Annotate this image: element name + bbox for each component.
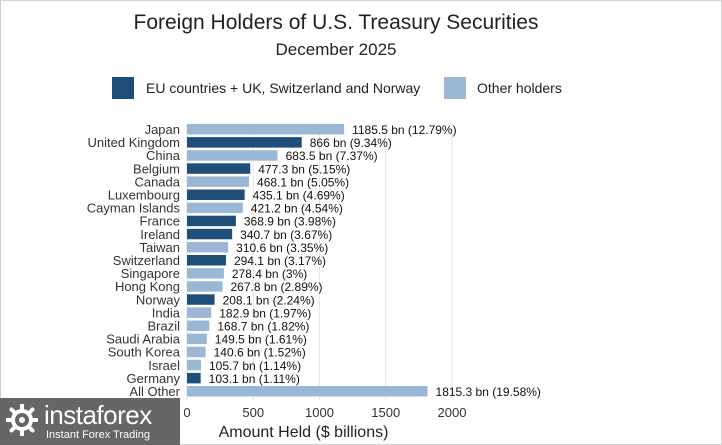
category-label-india: India [152,305,181,320]
value-label-all-other: 1815.3 bn (19.58%) [436,385,541,399]
bar-germany [187,372,201,384]
category-label-taiwan: Taiwan [140,240,180,255]
value-label-luxembourg: 435.1 bn (4.69%) [253,189,345,203]
value-label-taiwan: 310.6 bn (3.35%) [236,241,328,255]
category-label-south-korea: South Korea [108,345,181,360]
category-label-israel: Israel [148,358,180,373]
instaforex-logo-icon [6,404,38,436]
value-label-switzerland: 294.1 bn (3.17%) [234,254,326,268]
value-label-united-kingdom: 866 bn (9.34%) [310,136,392,150]
value-label-india: 182.9 bn (1.97%) [219,306,311,320]
bar-cayman-islands [187,202,243,214]
value-label-brazil: 168.7 bn (1.82%) [217,320,309,334]
bar-hong-kong [187,281,223,292]
bar-brazil [187,320,210,331]
legend-label-other: Other holders [477,80,562,96]
bar-all-other [187,386,428,397]
value-label-japan: 1185.5 bn (12.79%) [352,123,457,137]
category-label-france: France [140,214,180,229]
x-axis-ticks: 0 500 1000 1500 2000 [183,405,466,420]
bar-canada [187,176,250,187]
bar-belgium [187,163,251,174]
category-label-norway: Norway [136,292,181,307]
chart-subtitle: December 2025 [275,40,397,59]
bar-india [187,307,212,318]
value-labels: 1185.5 bn (12.79%)866 bn (9.34%)683.5 bn… [209,123,541,399]
x-tick-0: 0 [183,405,190,420]
bar-japan [187,124,345,135]
x-axis-title: Amount Held ($ billions) [219,424,389,441]
category-label-belgium: Belgium [133,161,180,176]
legend-swatch-other [444,77,466,99]
bar-ireland [187,228,233,240]
bar-switzerland [187,255,226,266]
watermark-tagline: Instant Forex Trading [46,429,150,441]
value-label-israel: 105.7 bn (1.14%) [209,359,301,373]
bar-israel [187,359,202,371]
legend-label-eu: EU countries + UK, Switzerland and Norwa… [146,80,421,96]
value-label-ireland: 340.7 bn (3.67%) [240,228,332,242]
bar-united-kingdom [187,137,302,148]
category-label-germany: Germany [127,371,181,386]
category-label-japan: Japan [145,122,180,137]
x-tick-1000: 1000 [305,405,334,420]
bar-france [187,215,236,227]
category-label-cayman-islands: Cayman Islands [87,201,181,216]
bar-taiwan [187,241,229,253]
category-label-saudi-arabia: Saudi Arabia [106,332,180,347]
value-label-hong-kong: 267.8 bn (2.89%) [230,280,322,294]
instaforex-watermark: instaforex Instant Forex Trading [0,398,180,445]
watermark-brand: instaforex [44,400,152,430]
value-label-belgium: 477.3 bn (5.15%) [258,162,350,176]
category-label-ireland: Ireland [140,227,180,242]
value-label-china: 683.5 bn (7.37%) [286,149,378,163]
category-label-hong-kong: Hong Kong [115,279,180,294]
value-label-cayman-islands: 421.2 bn (4.54%) [251,202,343,216]
value-label-norway: 208.1 bn (2.24%) [223,293,315,307]
legend-swatch-eu [112,77,134,99]
category-label-china: China [146,148,181,163]
chart-title: Foreign Holders of U.S. Treasury Securit… [133,11,539,34]
bar-china [187,150,278,161]
x-tick-500: 500 [242,405,264,420]
category-label-canada: Canada [134,174,180,189]
category-label-united-kingdom: United Kingdom [88,135,181,150]
bar-norway [187,294,215,305]
category-label-switzerland: Switzerland [113,253,180,268]
category-label-singapore: Singapore [121,266,180,281]
bars [187,124,428,397]
value-label-canada: 468.1 bn (5.05%) [257,175,349,189]
value-label-france: 368.9 bn (3.98%) [244,215,336,229]
bar-singapore [187,268,224,279]
bar-luxembourg [187,189,245,200]
value-label-singapore: 278.4 bn (3%) [232,267,307,281]
x-tick-1500: 1500 [371,405,400,420]
value-label-germany: 103.1 bn (1.11%) [209,372,300,386]
category-label-brazil: Brazil [147,319,180,334]
category-label-all-other: All Other [129,384,180,399]
category-label-luxembourg: Luxembourg [108,188,180,203]
x-tick-2000: 2000 [438,405,467,420]
value-label-south-korea: 140.6 bn (1.52%) [214,346,306,360]
bar-south-korea [187,346,206,358]
bar-saudi-arabia [187,333,207,345]
value-label-saudi-arabia: 149.5 bn (1.61%) [215,333,307,347]
